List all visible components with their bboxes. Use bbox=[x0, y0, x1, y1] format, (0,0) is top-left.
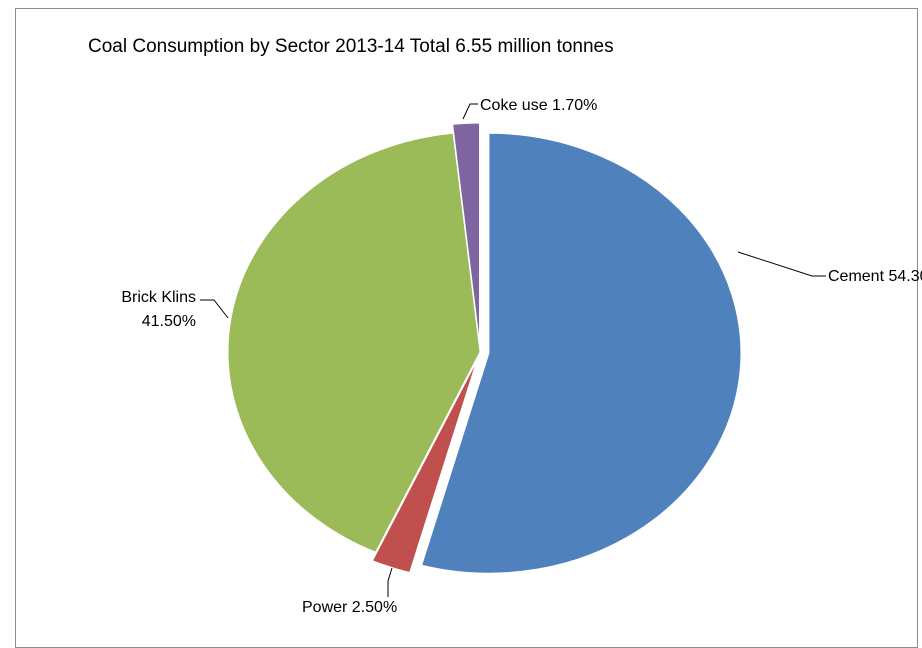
chart-title: Coal Consumption by Sector 2013-14 Total… bbox=[88, 36, 614, 57]
pie-chart: Coal Consumption by Sector 2013-14 Total… bbox=[88, 36, 922, 616]
leader-line bbox=[737, 251, 826, 277]
leader-line bbox=[387, 567, 393, 597]
pie-slice-power bbox=[371, 360, 478, 574]
pie-slice-brick-klins bbox=[227, 132, 481, 553]
leader-line bbox=[200, 299, 229, 319]
data-label: Brick Klins bbox=[121, 289, 196, 306]
pie-slice-cement bbox=[421, 132, 742, 574]
data-label: Power 2.50% bbox=[302, 599, 397, 616]
pie-slice-coke-use bbox=[452, 122, 481, 344]
data-label: 41.50% bbox=[142, 313, 196, 330]
data-label: Coke use 1.70% bbox=[480, 97, 597, 114]
leader-line bbox=[462, 103, 478, 120]
data-label: Cement 54.30% bbox=[828, 268, 922, 285]
